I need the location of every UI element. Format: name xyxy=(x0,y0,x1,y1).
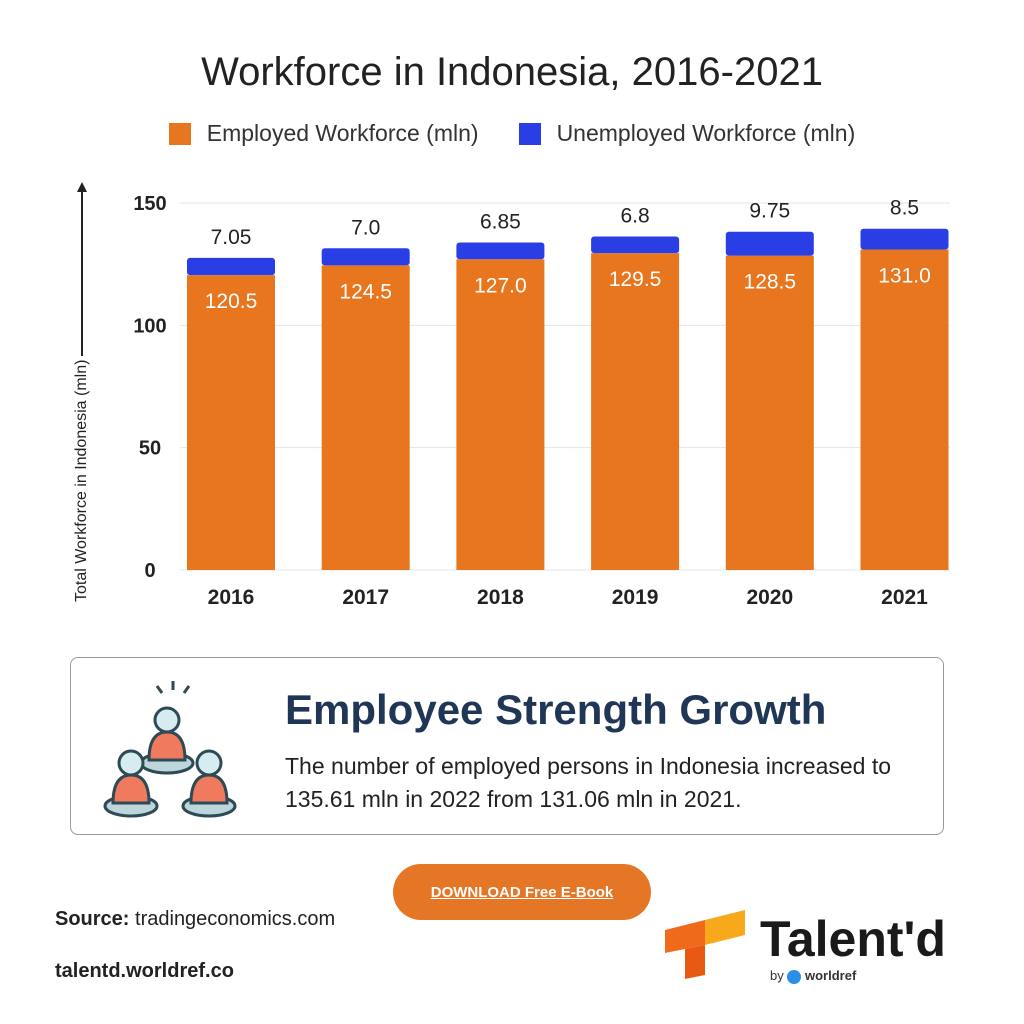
bar-unemployed xyxy=(456,242,545,260)
talentd-logo-icon xyxy=(665,910,745,979)
data-label-employed: 129.5 xyxy=(609,268,662,291)
data-label-employed: 128.5 xyxy=(744,271,797,294)
card-text: The number of employed persons in Indone… xyxy=(285,753,892,812)
legend-swatch xyxy=(168,122,191,145)
brand-by: by worldref xyxy=(770,968,857,984)
team-icon xyxy=(103,681,237,818)
download-ebook-button[interactable]: DOWNLOAD Free E-Book xyxy=(393,864,651,920)
legend-label: Employed Workforce (mln) xyxy=(206,120,479,146)
x-tick-label: 2021 xyxy=(881,586,928,609)
bar-employed xyxy=(591,253,680,570)
x-tick-label: 2016 xyxy=(208,586,255,609)
data-label-employed: 127.0 xyxy=(474,274,527,297)
site-link[interactable]: talentd.worldref.co xyxy=(55,960,234,982)
data-label-unemployed: 9.75 xyxy=(749,200,790,223)
bar-unemployed xyxy=(725,231,814,256)
bar-unemployed xyxy=(591,236,680,254)
bar-unemployed xyxy=(187,257,275,276)
data-label-unemployed: 8.5 xyxy=(890,197,919,220)
legend-unemployed: Unemployed Workforce (mln) xyxy=(518,120,856,147)
y-tick-label: 50 xyxy=(139,438,161,460)
bar-employed xyxy=(725,255,814,570)
bar-unemployed xyxy=(860,228,949,250)
data-label-employed: 131.0 xyxy=(878,264,931,287)
data-label-employed: 124.5 xyxy=(339,280,392,303)
legend: Employed Workforce (mln) Unemployed Work… xyxy=(0,120,1024,147)
source-label: Source: xyxy=(55,908,130,930)
data-label-unemployed: 6.85 xyxy=(480,211,521,234)
bar-unemployed xyxy=(321,248,410,266)
arrow-head-icon xyxy=(77,182,87,192)
info-card: Employee Strength Growth The number of e… xyxy=(70,657,944,835)
chart: 0 50 100 150 120.5 7.05 2016 124.5 7.0 2017 127.0 6… xyxy=(73,182,950,609)
data-label-unemployed: 6.8 xyxy=(620,205,649,228)
data-label-unemployed: 7.05 xyxy=(211,226,252,249)
card-title: Employee Strength Growth xyxy=(285,686,827,733)
bar-employed xyxy=(187,275,275,570)
y-tick-label: 150 xyxy=(133,193,166,215)
y-tick-label: 100 xyxy=(133,315,166,337)
chart-title: Workforce in Indonesia, 2016-2021 xyxy=(201,50,823,94)
y-axis-label: Total Workforce in Indonesia (mln) xyxy=(73,360,90,602)
source: Source: tradingeconomics.com xyxy=(55,908,335,931)
brand-name: Talent'd xyxy=(760,911,946,967)
x-tick-label: 2019 xyxy=(612,586,659,609)
bar-employed xyxy=(456,259,545,570)
worldref-icon xyxy=(787,969,802,984)
legend-employed: Employed Workforce (mln) xyxy=(168,120,479,147)
bar-employed xyxy=(860,249,949,570)
legend-swatch xyxy=(518,122,541,145)
data-label-unemployed: 7.0 xyxy=(351,216,380,239)
legend-label: Unemployed Workforce (mln) xyxy=(556,120,856,146)
x-tick-label: 2017 xyxy=(342,586,389,609)
x-tick-label: 2018 xyxy=(477,586,524,609)
x-tick-label: 2020 xyxy=(746,586,793,609)
source-value: tradingeconomics.com xyxy=(135,908,336,930)
bar-employed xyxy=(321,265,410,570)
data-label-employed: 120.5 xyxy=(205,290,258,313)
y-tick-label: 0 xyxy=(144,560,155,582)
